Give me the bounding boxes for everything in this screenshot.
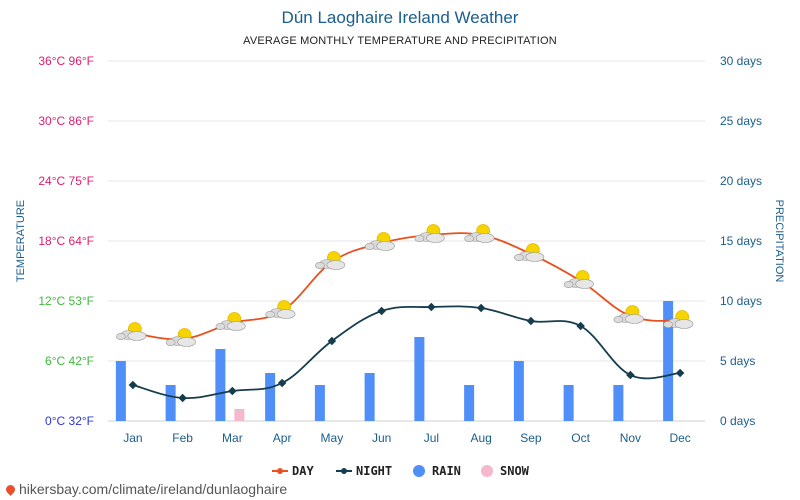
right-tick-label: 10 days [720,294,762,308]
night-point [626,370,635,380]
partly-cloudy-icon [464,224,495,243]
night-point [377,306,386,316]
left-tick-label: 30°C 86°F [38,114,94,128]
night-point [327,336,337,346]
rain-bar [215,349,226,421]
legend-rain-swatch [413,465,425,477]
left-tick-label: 18°C 64°F [38,234,94,248]
x-tick-label: Jan [123,431,142,445]
rain-bar [165,385,176,421]
x-tick-label: Feb [172,431,193,445]
source-url[interactable]: hikersbay.com/climate/ireland/dunlaoghai… [19,481,288,497]
night-point [675,368,685,378]
legend-rain-label: RAIN [432,464,461,478]
left-tick-label: 6°C 42°F [45,354,94,368]
right-tick-label: 0 days [720,414,755,428]
x-tick-label: Aug [470,431,491,445]
left-axis-title: TEMPERATURE [15,200,27,282]
partly-cloudy-icon [613,305,644,324]
left-tick-label: 24°C 75°F [38,174,94,188]
chart-subtitle: AVERAGE MONTHLY TEMPERATURE AND PRECIPIT… [243,35,557,47]
partly-cloudy-icon [563,270,594,289]
location-pin-icon [4,482,17,496]
partly-cloudy-icon [364,232,395,251]
partly-cloudy-icon [414,224,445,243]
chart-title: Dún Laoghaire Ireland Weather [281,8,519,27]
x-tick-label: Dec [669,431,690,445]
partly-cloudy-icon [663,310,694,329]
partly-cloudy-icon [116,322,147,341]
snow-bar [234,409,245,421]
night-point [576,321,585,331]
rain-bar [414,337,425,421]
legend-snow-swatch [481,465,493,477]
night-point [128,380,138,390]
right-axis-title: PRECIPITATION [773,200,785,283]
x-tick-label: May [321,431,344,445]
partly-cloudy-icon [315,251,346,270]
right-tick-label: 15 days [720,234,762,248]
rain-bar [663,301,674,421]
x-tick-label: Jun [372,431,391,445]
rain-bar [364,373,375,421]
x-tick-label: Sep [520,431,542,445]
night-point [277,378,287,388]
legend-day-label: DAY [292,464,314,478]
left-tick-label: 12°C 53°F [38,294,94,308]
legend-night-label: NIGHT [356,464,392,478]
rain-bar [115,361,126,421]
x-tick-label: Oct [571,431,590,445]
right-tick-label: 25 days [720,114,762,128]
night-point [178,393,187,403]
rain-bar [265,373,276,421]
partly-cloudy-icon [165,328,196,347]
legend-day-marker [277,468,283,474]
night-point [476,303,486,313]
x-tick-label: Nov [620,431,641,445]
x-tick-label: Apr [273,431,292,445]
partly-cloudy-icon [215,312,246,331]
night-line [132,305,681,400]
night-point [427,302,436,312]
rain-bar [513,361,524,421]
left-tick-label: 36°C 96°F [38,54,94,68]
right-tick-label: 20 days [720,174,762,188]
right-tick-label: 30 days [720,54,762,68]
rain-bar [314,385,325,421]
left-tick-label: 0°C 32°F [45,414,94,428]
partly-cloudy-icon [514,243,545,262]
partly-cloudy-icon [265,300,296,319]
rain-bar [464,385,475,421]
legend-night-marker [341,468,347,474]
right-tick-label: 5 days [720,354,755,368]
day-line [132,232,681,341]
night-point [228,386,237,396]
rain-bar [563,385,574,421]
x-tick-label: Jul [424,431,439,445]
night-point [526,316,536,326]
rain-bar [613,385,624,421]
x-tick-label: Mar [222,431,243,445]
legend-snow-label: SNOW [500,464,530,478]
source-link[interactable]: hikersbay.com/climate/ireland/dunlaoghai… [4,481,288,497]
